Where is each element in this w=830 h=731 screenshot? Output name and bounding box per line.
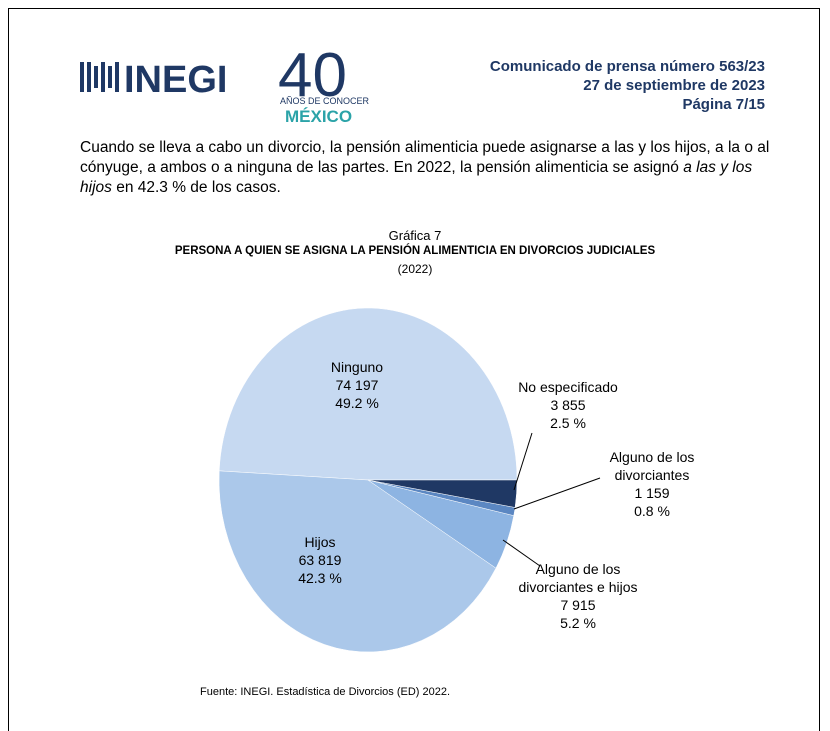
text: Cuando se lleva a cabo un divorcio, la p… [80,139,770,176]
value-label: 1 159 [634,485,670,501]
category-label: Alguno de los divorciantes [609,449,695,483]
paragraph: Cuando se lleva a cabo un divorcio, la p… [80,138,780,198]
data-label: No especificado 3 855 2.5 % [498,378,638,432]
category-label: Hijos [304,534,336,550]
text: en 42.3 % de los casos. [111,179,281,196]
italic-text: a las y los hijos [80,159,753,196]
pie-slice [218,307,518,481]
chart-subtitle: (2022) [397,262,433,276]
page-frame [8,8,820,731]
leader-lines [502,432,601,567]
percent-label: 42.3 % [298,570,342,586]
data-label: Ninguno 74 197 49.2 % [287,358,427,412]
anniversary-text: AÑOS DE CONOCER [280,96,370,106]
data-label: Alguno de los divorciantes 1 159 0.8 % [597,448,707,520]
pie-slice [218,470,497,653]
source: Fuente: INEGI. Estadística de Divorcios … [200,686,451,698]
percent-label: 5.2 % [560,615,596,631]
category-label: Ninguno [330,359,384,375]
logo-text: INEGI [124,59,227,101]
leader-line [513,432,533,491]
chart-title: PERSONA A QUIEN SE ASIGNA LA PENSIÓN ALI… [174,245,656,257]
value-label: 74 197 [335,377,379,393]
pie [218,307,518,653]
data-label: Alguno de los divorciantes e hijos 7 915 5… [511,560,646,632]
anniversary-country: MÉXICO [285,107,352,126]
leader-line [513,477,601,510]
category-label: Alguno de los divorciantes e hijos [518,561,638,595]
press-release: Comunicado de prensa número 563/23 [489,58,765,75]
value-label: 3 855 [550,397,586,413]
page-number: Página 7/15 [682,96,765,113]
data-label: Hijos 63 819 42.3 % [250,533,390,587]
anniversary-number: 40 [278,41,347,110]
leader-line [502,539,541,567]
value-label: 63 819 [298,552,342,568]
percent-label: 0.8 % [634,503,670,519]
percent-label: 2.5 % [550,415,586,431]
percent-label: 49.2 % [335,395,379,411]
category-label: No especificado [518,379,618,395]
inegi-logo-icon [80,62,119,92]
date: 27 de septiembre de 2023 [583,77,765,94]
value-label: 7 915 [560,597,596,613]
chart-label: Gráfica 7 [388,228,442,243]
